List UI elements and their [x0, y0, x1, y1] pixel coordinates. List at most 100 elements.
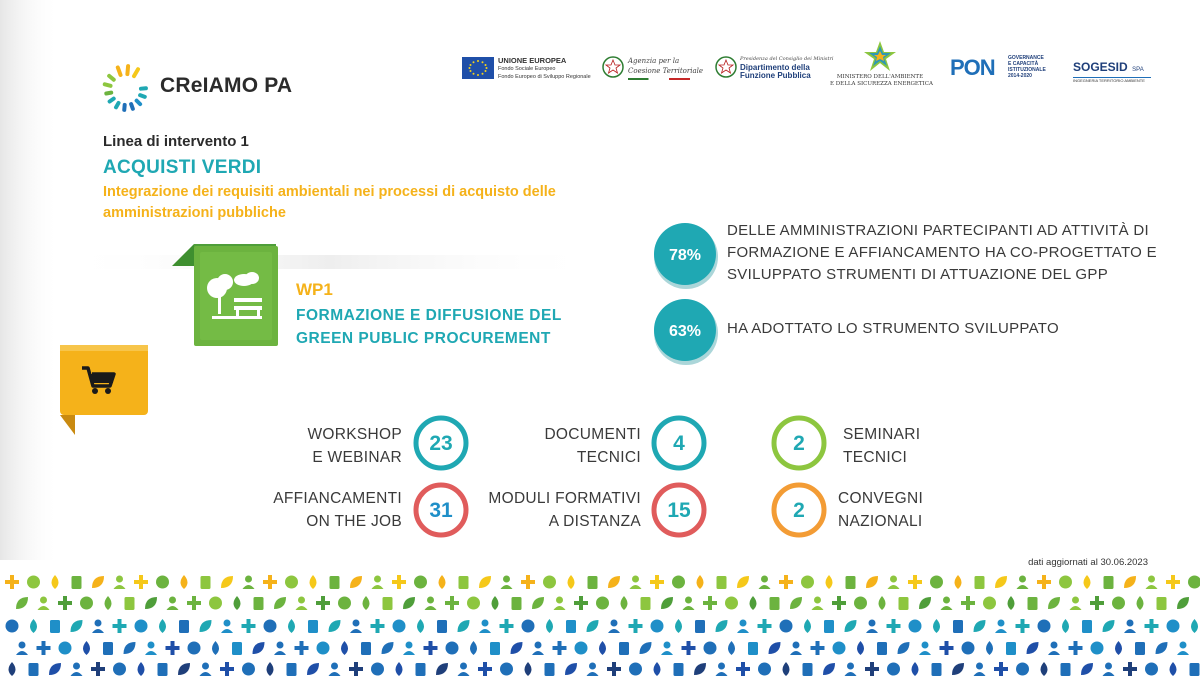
pattern-leaf-icon: [823, 663, 835, 675]
pattern-bin-icon: [124, 597, 135, 610]
stat-row-2: 63% HA ADOTTATO LO STRUMENTO SVILUPPATO: [650, 296, 1170, 366]
pattern-leaf-icon: [1177, 597, 1189, 609]
pattern-drop-icon: [524, 662, 532, 676]
pattern-circle-icon: [1016, 662, 1029, 676]
pattern-circle-icon: [134, 619, 148, 633]
stat-circle: 63%: [654, 299, 718, 365]
pon-line1: GOVERNANCE: [1008, 55, 1044, 61]
pattern-leaf-icon: [436, 663, 448, 675]
pattern-plus-icon: [1068, 641, 1083, 655]
pattern-circle-icon: [392, 619, 406, 633]
pattern-leaf-icon: [49, 663, 61, 675]
wp1-badge: [172, 240, 282, 350]
eu-line2: Fondo Europeo di Sviluppo Regionale: [498, 74, 591, 80]
pattern-circle-icon: [242, 662, 255, 676]
pattern-bin-icon: [695, 620, 705, 633]
pattern-drop-icon: [395, 662, 403, 676]
pattern-drop-icon: [675, 619, 682, 633]
pon-line4: 2014-2020: [1008, 73, 1032, 79]
pattern-leaf-icon: [866, 576, 878, 588]
pattern-bin-icon: [286, 663, 297, 676]
pattern-plus-icon: [1123, 662, 1137, 676]
pattern-leaf-icon: [178, 663, 190, 675]
pattern-person-icon: [92, 619, 104, 633]
sogesid-sub: INGEGNERIA TERRITORIO AMBIENTE: [1073, 78, 1145, 83]
pattern-person-icon: [940, 596, 953, 610]
sogesid-name: SOGESID: [1073, 60, 1128, 74]
pattern-person-icon: [457, 662, 470, 676]
pattern-leaf-icon: [1155, 642, 1168, 654]
pattern-circle-icon: [908, 619, 922, 633]
pattern-drop-icon: [83, 641, 90, 655]
pattern-person-icon: [295, 596, 308, 610]
pattern-leaf-icon: [92, 576, 104, 588]
pattern-leaf-icon: [252, 642, 265, 654]
pattern-bin-icon: [824, 620, 834, 633]
pattern-circle-icon: [285, 575, 298, 589]
pattern-plus-icon: [1144, 619, 1159, 633]
pattern-leaf-icon: [952, 663, 964, 675]
funzione-line2: Dipartimento della: [740, 62, 810, 72]
pattern-bin-icon: [931, 663, 942, 676]
pattern-leaf-icon: [768, 642, 781, 654]
pattern-person-icon: [995, 619, 1007, 633]
pattern-drop-icon: [491, 596, 499, 610]
pattern-bin-icon: [1135, 642, 1145, 655]
pattern-drop-icon: [1136, 596, 1144, 610]
pattern-leaf-icon: [532, 597, 544, 609]
pattern-circle-icon: [1090, 641, 1104, 655]
counter-label: MODULI FORMATIVI A DISTANZA: [488, 490, 641, 530]
pattern-circle-icon: [887, 662, 900, 676]
pattern-person-icon: [113, 575, 126, 589]
pattern-circle-icon: [209, 596, 222, 610]
agenzia-line1: Agenzia per la: [628, 57, 680, 65]
pattern-circle-icon: [1188, 575, 1200, 589]
update-note: dati aggiornati al 30.06.2023: [1028, 557, 1148, 568]
pattern-circle-icon: [500, 662, 513, 676]
pattern-bin-icon: [619, 642, 629, 655]
counter-value: 15: [667, 499, 691, 522]
pattern-plus-icon: [1166, 575, 1180, 589]
pattern-bin-icon: [845, 576, 856, 589]
pattern-circle-icon: [338, 596, 351, 610]
pattern-plus-icon: [58, 596, 72, 610]
pattern-plus-icon: [961, 596, 975, 610]
pattern-leaf-icon: [510, 642, 523, 654]
pattern-person-icon: [1177, 641, 1189, 655]
pattern-plus-icon: [134, 575, 148, 589]
pattern-leaf-icon: [403, 597, 415, 609]
pattern-drop-icon: [1062, 619, 1069, 633]
pattern-circle-icon: [758, 662, 771, 676]
pattern-plus-icon: [1015, 619, 1030, 633]
pattern-leaf-icon: [16, 597, 28, 609]
counter-label: SEMINARI TECNICI: [843, 426, 921, 466]
icon-pattern-footer: [0, 570, 1200, 690]
pattern-plus-icon: [552, 641, 567, 655]
pattern-plus-icon: [1037, 575, 1051, 589]
pattern-drop-icon: [288, 619, 295, 633]
pattern-leaf-icon: [715, 620, 728, 632]
pattern-drop-icon: [1169, 662, 1177, 676]
pattern-person-icon: [1069, 596, 1082, 610]
pattern-circle-icon: [543, 575, 556, 589]
pattern-person-icon: [682, 596, 695, 610]
pattern-person-icon: [844, 662, 857, 676]
pattern-person-icon: [166, 596, 179, 610]
pattern-drop-icon: [51, 575, 59, 589]
pattern-person-icon: [715, 662, 728, 676]
counter-label: CONVEGNI NAZIONALI: [838, 490, 924, 530]
pattern-circle-icon: [801, 575, 814, 589]
pattern-leaf-icon: [973, 620, 986, 632]
pattern-plus-icon: [574, 596, 588, 610]
pattern-leaf-icon: [1048, 597, 1060, 609]
pattern-leaf-icon: [1102, 620, 1115, 632]
pattern-circle-icon: [650, 619, 664, 633]
stat-text: DELLE AMMINISTRAZIONI PARTECIPANTI AD AT…: [727, 222, 1157, 283]
pattern-drop-icon: [341, 641, 348, 655]
pattern-drop-icon: [546, 619, 553, 633]
pattern-circle-icon: [1059, 575, 1072, 589]
ministero-line2: E DELLA SICUREZZA ENERGETICA: [830, 81, 933, 87]
pattern-plus-icon: [810, 641, 825, 655]
pattern-bin-icon: [769, 597, 780, 610]
pattern-circle-icon: [414, 575, 427, 589]
